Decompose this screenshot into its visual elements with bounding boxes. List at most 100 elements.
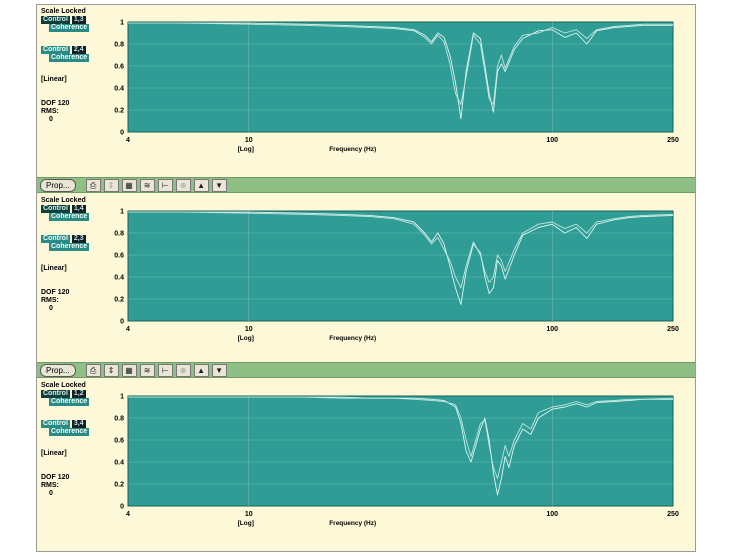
trace-name[interactable]: Control <box>41 205 70 213</box>
trace-type[interactable]: Coherence <box>49 213 90 221</box>
x-tick-label: 100 <box>546 326 558 333</box>
waveform-icon[interactable]: ≋ <box>139 363 155 377</box>
scale-locked-label: Scale Locked <box>41 8 86 15</box>
fit-icon[interactable]: ⇕ <box>103 363 119 377</box>
scroll-up-icon[interactable]: ▲ <box>193 363 209 377</box>
y-tick-label: 0.6 <box>114 64 124 71</box>
waveform-icon[interactable]: ≋ <box>139 178 155 192</box>
trace-name[interactable]: Control <box>41 46 70 54</box>
trace-channel[interactable]: 2,4 <box>71 46 86 54</box>
trace-legend: Scale Locked Control 1,4 Coherence Contro… <box>41 197 91 313</box>
trace-legend: Scale Locked Control 1,3 Coherence Contro… <box>41 8 91 124</box>
trace-type[interactable]: Coherence <box>49 243 90 251</box>
x-tick-label: 10 <box>245 326 253 333</box>
coherence-chart-1[interactable]: 0 0.2 0.4 0.6 0.8 1 4 10 100 250 [Log] Frequency (H… <box>37 5 695 175</box>
analyzer-window: Scale Locked Control 1,3 Coherence Contro… <box>36 4 696 552</box>
rms-value: 0 <box>49 490 53 497</box>
y-tick-label: 1 <box>120 20 124 27</box>
series-line <box>128 22 673 120</box>
panel-toolbar: Prop... ⎙ ⇕ ▦ ≋ ⊢ ⊕ ▲ ▼ <box>37 177 695 193</box>
x-axis-scale-label: [Log] <box>238 335 254 342</box>
trace-type[interactable]: Coherence <box>49 54 90 62</box>
dof-label: DOF 120 <box>41 100 70 107</box>
coherence-panel-1: Scale Locked Control 1,3 Coherence Contro… <box>37 5 695 175</box>
cursor-icon[interactable]: ⊢ <box>157 363 173 377</box>
trace-channel[interactable]: 1,3 <box>71 16 86 24</box>
print-icon[interactable]: ⎙ <box>85 178 101 192</box>
dof-label: DOF 120 <box>41 289 70 296</box>
y-tick-label: 0.4 <box>114 460 124 467</box>
trace-name[interactable]: Control <box>41 390 70 398</box>
trace-channel[interactable]: 3,4 <box>71 420 86 428</box>
rms-label: RMS: <box>41 297 59 304</box>
y-tick-label: 0 <box>120 504 124 511</box>
trace-type[interactable]: Coherence <box>49 428 90 436</box>
scroll-down-icon[interactable]: ▼ <box>211 178 227 192</box>
y-tick-label: 0.6 <box>114 253 124 260</box>
trace-channel[interactable]: 1,2 <box>71 390 86 398</box>
rms-label: RMS: <box>41 108 59 115</box>
y-tick-label: 0.8 <box>114 416 124 423</box>
series-line <box>128 22 673 105</box>
x-tick-label: 250 <box>667 137 679 144</box>
x-axis-label: Frequency (Hz) <box>329 335 376 342</box>
y-tick-label: 0.4 <box>114 275 124 282</box>
x-tick-label: 4 <box>126 511 130 518</box>
amplitude-scale-label[interactable]: [Linear] <box>41 450 67 457</box>
grid-icon[interactable]: ▦ <box>121 178 137 192</box>
y-tick-label: 0.2 <box>114 482 124 489</box>
properties-button[interactable]: Prop... <box>40 178 76 192</box>
trace-type[interactable]: Coherence <box>49 24 90 32</box>
x-tick-label: 250 <box>667 511 679 518</box>
trace-channel[interactable]: 1,4 <box>71 205 86 213</box>
y-tick-label: 0 <box>120 319 124 326</box>
y-tick-label: 0.2 <box>114 108 124 115</box>
print-icon[interactable]: ⎙ <box>85 363 101 377</box>
coherence-panel-3: Scale Locked Control 1,2 Coherence Contro… <box>37 379 695 549</box>
x-axis-label: Frequency (Hz) <box>329 146 376 153</box>
y-tick-label: 0 <box>120 130 124 137</box>
x-tick-label: 100 <box>546 137 558 144</box>
trace-name[interactable]: Control <box>41 235 70 243</box>
rms-value: 0 <box>49 305 53 312</box>
y-tick-label: 1 <box>120 394 124 401</box>
amplitude-scale-label[interactable]: [Linear] <box>41 76 67 83</box>
coherence-panel-2: Scale Locked Control 1,4 Coherence Contro… <box>37 194 695 364</box>
scale-locked-label: Scale Locked <box>41 382 86 389</box>
series-line <box>128 396 674 479</box>
trace-name[interactable]: Control <box>41 16 70 24</box>
scroll-up-icon[interactable]: ▲ <box>193 178 209 192</box>
plot-area <box>127 21 674 133</box>
trace-channel[interactable]: 2,3 <box>71 235 86 243</box>
rms-label: RMS: <box>41 482 59 489</box>
y-tick-label: 0.8 <box>114 42 124 49</box>
panel-toolbar: Prop... ⎙ ⇕ ▦ ≋ ⊢ ⊕ ▲ ▼ <box>37 362 695 378</box>
x-axis-label: Frequency (Hz) <box>329 520 376 527</box>
series-line <box>128 211 674 289</box>
trace-type[interactable]: Coherence <box>49 398 90 406</box>
x-axis-scale-label: [Log] <box>238 520 254 527</box>
plot-area <box>127 395 674 507</box>
x-tick-label: 4 <box>126 326 130 333</box>
coherence-chart-3[interactable]: 0 0.2 0.4 0.6 0.8 1 4 10 100 250 [Log] Frequency (H… <box>37 379 695 549</box>
zoom-icon[interactable]: ⊕ <box>175 363 191 377</box>
rms-value: 0 <box>49 116 53 123</box>
coherence-chart-2[interactable]: 0 0.2 0.4 0.6 0.8 1 4 10 100 250 [Log] Frequency (H… <box>37 194 695 364</box>
properties-button[interactable]: Prop... <box>40 363 76 377</box>
dof-label: DOF 120 <box>41 474 70 481</box>
scale-locked-label: Scale Locked <box>41 197 86 204</box>
x-tick-label: 250 <box>667 326 679 333</box>
y-tick-label: 0.6 <box>114 438 124 445</box>
x-tick-label: 4 <box>126 137 130 144</box>
x-tick-label: 100 <box>546 511 558 518</box>
x-tick-label: 10 <box>245 511 253 518</box>
amplitude-scale-label[interactable]: [Linear] <box>41 265 67 272</box>
zoom-icon[interactable]: ⊕ <box>175 178 191 192</box>
trace-name[interactable]: Control <box>41 420 70 428</box>
x-tick-label: 10 <box>245 137 253 144</box>
grid-icon[interactable]: ▦ <box>121 363 137 377</box>
trace-legend: Scale Locked Control 1,2 Coherence Contro… <box>41 382 91 498</box>
fit-icon[interactable]: ⇕ <box>103 178 119 192</box>
scroll-down-icon[interactable]: ▼ <box>211 363 227 377</box>
cursor-icon[interactable]: ⊢ <box>157 178 173 192</box>
